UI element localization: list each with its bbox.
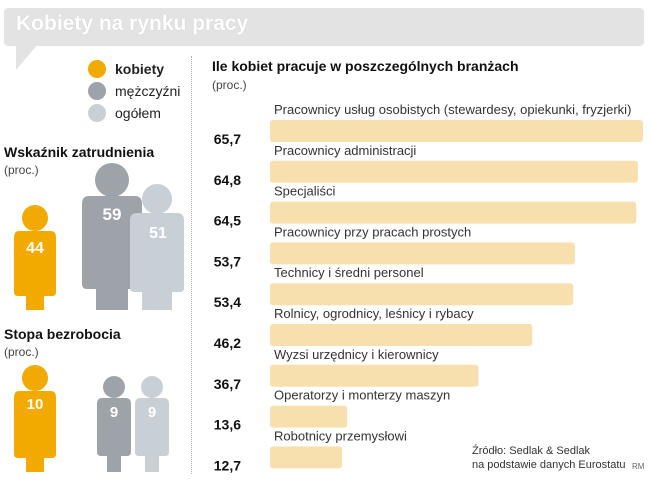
bar-value-label-1: 64,8: [214, 172, 241, 188]
employment-title: Wskaźnik zatrudnienia: [4, 144, 155, 160]
person-women-employment-icon: [14, 205, 56, 310]
legend-item-total: ogółem: [88, 102, 180, 124]
bar-category-label-4: Technicy i średni personel: [274, 265, 424, 280]
pictogram-area: 44 59 51 10 9 9: [14, 163, 184, 472]
source-line-2: na podstawie danych Eurostatu: [472, 459, 626, 471]
legend-item-women: kobiety: [88, 58, 180, 80]
legend-item-men: mężczyźni: [88, 80, 180, 102]
bar-category-label-6: Wyzsi urzędnicy i kierownicy: [274, 347, 439, 362]
bar-7: [270, 405, 348, 428]
bar-category-label-8: Robotnicy przemysłowi: [274, 428, 407, 443]
legend-swatch-total: [88, 104, 106, 122]
person-total-employment-icon: [130, 184, 184, 310]
bar-3: [270, 242, 575, 265]
bar-category-label-2: Specjaliści: [274, 184, 336, 199]
employment-women-value: 44: [26, 240, 44, 257]
bar-value-label-3: 53,7: [214, 253, 241, 269]
bar-value-label-7: 13,6: [214, 417, 241, 433]
source-line-1: Źródło: Sedlak & Sedlak: [472, 445, 591, 457]
bar-0: [270, 120, 643, 142]
person-total-unemployment-icon: [135, 376, 169, 472]
unemployment-women-value: 10: [27, 396, 44, 413]
bar-value-label-8: 12,7: [214, 457, 241, 473]
bar-6: [270, 364, 479, 387]
bar-category-label-0: Pracownicy usług osobistych (stewardesy,…: [274, 102, 631, 117]
bar-5: [270, 324, 533, 346]
page-title: Kobiety na rynku pracy: [16, 12, 249, 35]
employment-unit: (proc.): [4, 163, 39, 177]
section-divider: [191, 56, 192, 474]
person-men-unemployment-icon: [97, 376, 131, 472]
unemployment-total-value: 9: [148, 404, 156, 421]
bar-value-label-4: 53,4: [214, 294, 241, 310]
bar-1: [270, 160, 638, 183]
legend-swatch-men: [88, 82, 106, 100]
banner-pointer: [16, 44, 38, 70]
author-credit: RM: [632, 462, 645, 471]
bar-2: [270, 201, 637, 224]
bar-category-label-7: Operatorzy i monterzy maszyn: [274, 388, 450, 403]
title-banner: [4, 8, 644, 46]
employment-total-value: 51: [149, 225, 167, 242]
bar-category-label-1: Pracownicy administracji: [274, 143, 416, 158]
person-men-employment-icon: [82, 163, 142, 310]
legend-label-men: mężczyźni: [115, 83, 181, 99]
bar-value-label-0: 65,7: [214, 131, 241, 147]
bar-category-label-5: Rolnicy, ogrodnicy, leśnicy i rybacy: [274, 306, 474, 321]
unemployment-unit: (proc.): [4, 345, 39, 359]
bar-value-label-2: 64,5: [214, 213, 241, 229]
legend-swatch-women: [88, 60, 106, 78]
unemployment-title: Stopa bezrobocia: [4, 326, 121, 342]
employment-men-value: 59: [103, 205, 122, 224]
unemployment-men-value: 9: [110, 404, 118, 421]
bar-chart-unit: (proc.): [212, 78, 247, 92]
source-note: Źródło: Sedlak & Sedlak na podstawie dan…: [472, 444, 626, 472]
bar-value-label-5: 46,2: [214, 335, 241, 351]
bar-value-label-6: 36,7: [214, 376, 241, 392]
legend-label-women: kobiety: [115, 61, 165, 77]
bar-category-label-3: Pracownicy przy pracach prostych: [274, 224, 471, 239]
legend-label-total: ogółem: [115, 105, 161, 121]
legend: kobiety mężczyźni ogółem: [88, 58, 180, 124]
bar-chart-title: Ile kobiet pracuje w poszczególnych bran…: [212, 58, 519, 74]
person-women-unemployment-icon: [14, 365, 56, 472]
bar-4: [270, 283, 574, 306]
bar-8: [270, 446, 343, 469]
